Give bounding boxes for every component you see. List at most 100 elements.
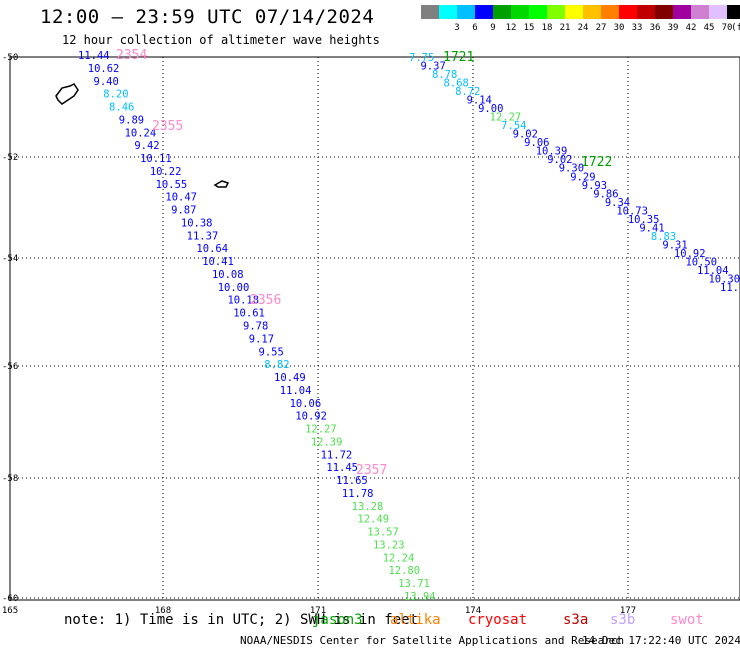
pass-time-label: 1722 (581, 155, 612, 170)
legend-swatch (601, 5, 619, 19)
latitude-label: -54 (2, 254, 18, 264)
wave-height-value: 13.28 (352, 501, 384, 513)
legend-label: 18 (541, 23, 553, 33)
longitude-label: 177 (620, 606, 636, 616)
wave-height-value: 10.24 (125, 127, 157, 139)
wave-height-value: 12.49 (357, 514, 389, 526)
legend-unit: (ft) (731, 23, 740, 33)
legend-label: 30 (613, 23, 625, 33)
wave-height-value: 9.41 (639, 222, 664, 234)
legend-label: 6 (472, 23, 478, 33)
wave-height-value: 13.23 (373, 539, 405, 551)
pass-time-label: 1721 (443, 50, 474, 65)
legend-label: 27 (595, 23, 607, 33)
wave-height-value: 10.00 (218, 282, 250, 294)
legend-swatch (727, 5, 740, 19)
legend-swatch (457, 5, 475, 19)
wave-height-value: 10.11 (140, 153, 172, 165)
wave-height-value: 9.86 (593, 188, 618, 200)
latitude-label: -56 (2, 362, 18, 372)
wave-height-value: 9.89 (119, 114, 144, 126)
wave-height-value: 10.61 (233, 308, 265, 320)
legend-label: 9 (490, 23, 496, 33)
wave-height-value: 12.39 (311, 436, 343, 448)
legend-swatch (673, 5, 691, 19)
wave-height-value: 10.64 (196, 243, 228, 255)
latitude-label: -52 (2, 153, 18, 163)
wave-height-value: 13.71 (398, 578, 430, 590)
map-subtitle: 12 hour collection of altimeter wave hei… (62, 33, 380, 47)
longitude-label: 165 (2, 606, 18, 616)
wave-height-value: 11.78 (342, 488, 374, 500)
wave-height-value: 12.27 (490, 112, 522, 124)
wave-height-value: 9.14 (467, 95, 492, 107)
wave-height-value: 9.55 (259, 346, 284, 358)
wave-height-value: 8.78 (432, 69, 457, 81)
legend-swatch (565, 5, 583, 19)
wave-height-value: 13.57 (367, 527, 399, 539)
satellite-label: s3a (563, 612, 589, 628)
auckland-islands-icon (55, 83, 79, 105)
legend-swatch (475, 5, 493, 19)
wave-height-value: 9.30 (559, 163, 584, 175)
wave-height-value: 11.3 (720, 282, 740, 294)
wave-height-value: 11.65 (336, 475, 368, 487)
wave-height-value: 10.22 (150, 166, 182, 178)
legend-label: 39 (667, 23, 679, 33)
legend-swatch (493, 5, 511, 19)
longitude-label: 174 (465, 606, 481, 616)
wave-height-value: 9.93 (582, 180, 607, 192)
wave-height-value: 10.35 (628, 214, 660, 226)
legend-swatch (439, 5, 457, 19)
satellite-label: jason3 (312, 612, 363, 628)
legend-label: 24 (577, 23, 589, 33)
wave-height-value: 11.45 (326, 462, 358, 474)
pass-time-label: 2355 (152, 119, 183, 134)
wave-height-value: 12.80 (388, 565, 420, 577)
campbell-island-icon (213, 180, 230, 188)
legend-swatch (619, 5, 637, 19)
legend-label: 15 (523, 23, 535, 33)
legend-swatch (691, 5, 709, 19)
legend-swatch (529, 5, 547, 19)
wave-height-value: 8.46 (109, 102, 134, 114)
satellite-label: swot (670, 612, 704, 628)
legend-label: 21 (559, 23, 571, 33)
wave-height-value: 9.06 (524, 137, 549, 149)
wave-height-value: 8.68 (444, 78, 469, 90)
map-title: 12:00 – 23:59 UTC 07/14/2024 (40, 6, 375, 28)
legend-swatch (421, 5, 439, 19)
wave-height-value: 13.94 (404, 591, 436, 603)
longitude-label: 168 (155, 606, 171, 616)
legend-label: 3 (454, 23, 460, 33)
legend-label: 42 (685, 23, 697, 33)
satellite-label: s3b (610, 612, 636, 628)
wave-height-value: 10.38 (181, 217, 213, 229)
wave-height-value: 8.20 (103, 89, 128, 101)
wave-height-value: 10.62 (88, 63, 120, 75)
wave-height-value: 9.31 (662, 239, 687, 251)
wave-height-value: 9.87 (171, 205, 196, 217)
wave-height-value: 10.92 (674, 248, 706, 260)
wave-height-value: 9.17 (249, 333, 274, 345)
footer-timestamp: 14 Dec 17:22:40 UTC 2024 (582, 634, 740, 647)
wave-height-value: 10.49 (274, 372, 306, 384)
wave-height-value: 9.02 (547, 154, 572, 166)
wave-height-value: 10.92 (295, 411, 327, 423)
wave-height-value: 9.78 (243, 321, 268, 333)
latitude-label: -50 (2, 53, 18, 63)
wave-height-value: 10.50 (685, 256, 717, 268)
wave-height-value: 8.83 (651, 231, 676, 243)
legend-swatch (547, 5, 565, 19)
legend-swatch (583, 5, 601, 19)
legend-swatch (709, 5, 727, 19)
wave-height-value: 10.30 (708, 273, 740, 285)
wave-height-value: 10.08 (212, 269, 244, 281)
wave-height-value: 9.40 (94, 76, 119, 88)
legend-label: 70 (721, 23, 733, 33)
legend-swatch (637, 5, 655, 19)
wave-height-value: 8.82 (264, 359, 289, 371)
wave-height-value: 9.00 (478, 103, 503, 115)
wave-height-value: 10.47 (165, 192, 197, 204)
